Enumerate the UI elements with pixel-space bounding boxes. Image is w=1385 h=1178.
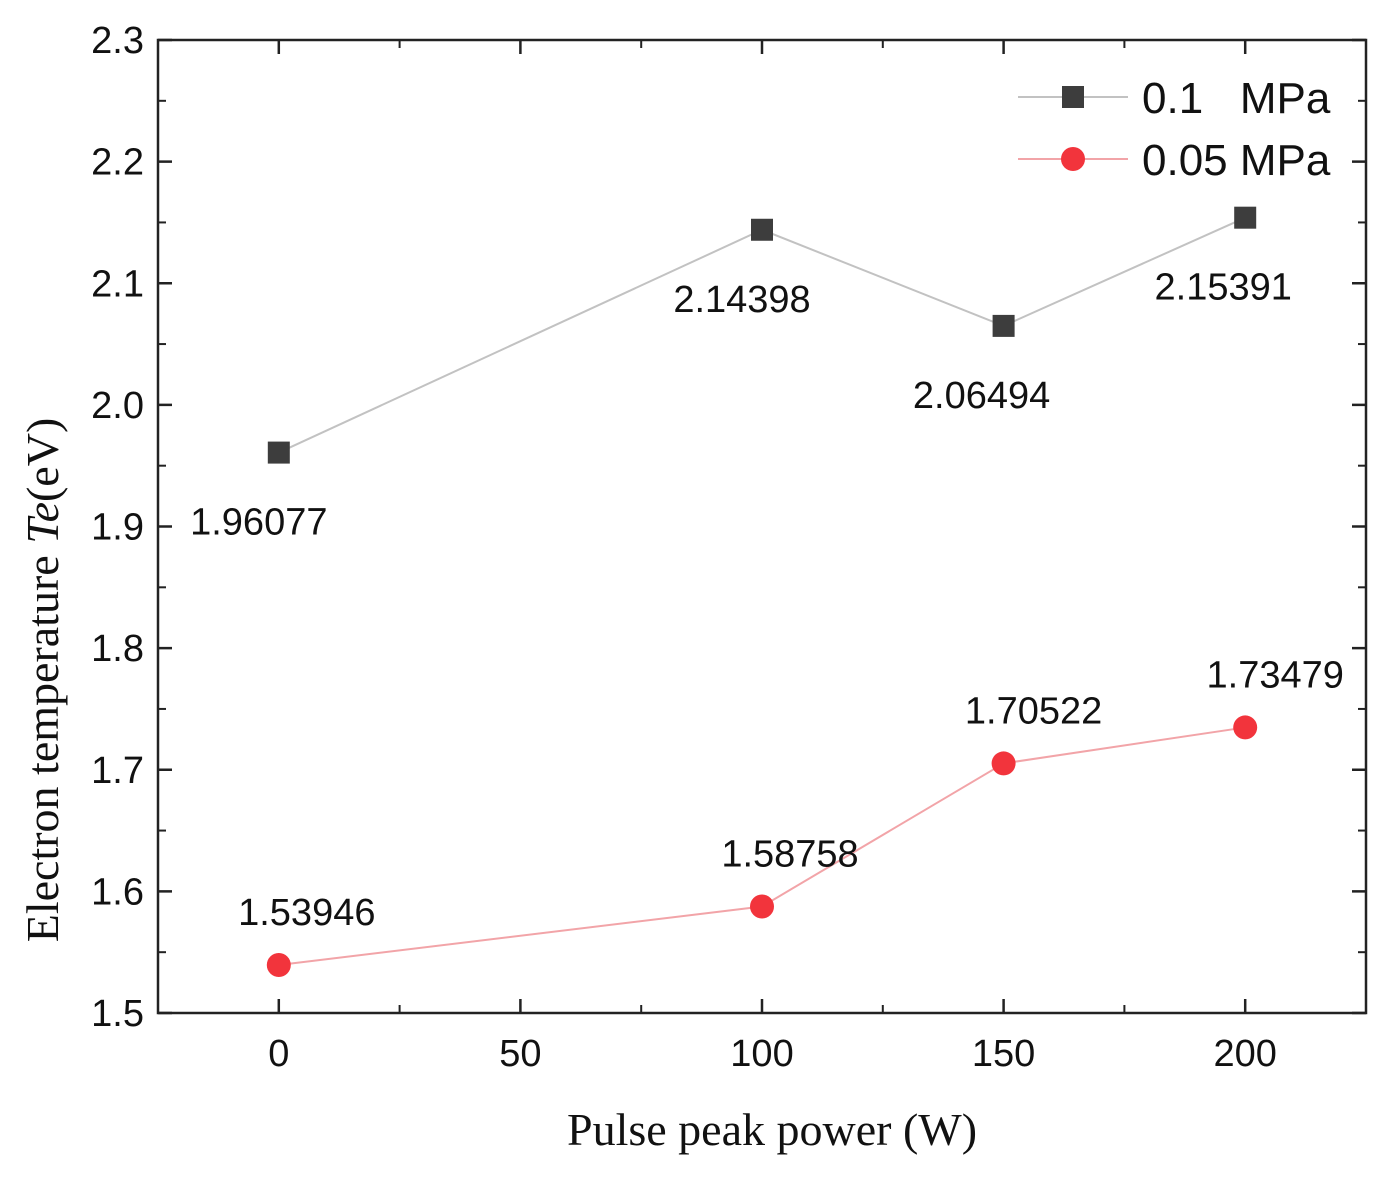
legend-item-1: 0.1 MPa [1018, 74, 1331, 123]
y-tick-label: 1.6 [91, 871, 144, 913]
y-axis-title-italic: Te [17, 502, 68, 544]
series-1: 1.96077 2.14398 2.06494 2.15391 [190, 206, 1292, 544]
data-point-circle [266, 953, 291, 978]
legend-marker-square [1062, 86, 1084, 108]
x-tick-label: 150 [972, 1033, 1035, 1075]
data-point-square [992, 314, 1015, 337]
x-tick-label: 0 [268, 1033, 289, 1075]
data-point-circle [1233, 715, 1258, 740]
x-tick-label: 50 [499, 1033, 541, 1075]
data-point-square [751, 218, 773, 241]
y-axis: 1.5 1.6 1.7 1.8 1.9 2.0 2.1 2.2 2.3 [91, 20, 1366, 1035]
series-line [278, 726, 1246, 966]
data-point-circle [750, 894, 774, 919]
data-label: 1.58758 [721, 833, 858, 875]
data-point-circle [991, 751, 1016, 776]
legend-marker-circle [1061, 147, 1085, 171]
data-label: 1.70522 [965, 690, 1102, 732]
data-label: 2.06494 [913, 375, 1050, 417]
x-axis: 0 50 100 150 200 [268, 40, 1277, 1075]
y-axis-title-suffix: (eV) [17, 418, 68, 502]
x-tick-label: 100 [730, 1033, 793, 1075]
data-label: 1.53946 [238, 892, 375, 934]
y-tick-label: 1.8 [91, 628, 144, 670]
data-point-square [1234, 206, 1257, 229]
data-point-square [267, 441, 290, 464]
y-tick-label: 2.3 [91, 20, 144, 62]
series-line [278, 216, 1246, 454]
legend-item-2: 0.05 MPa [1018, 136, 1331, 185]
x-axis-title: Pulse peak power (W) [567, 1104, 977, 1155]
data-label: 2.15391 [1155, 267, 1292, 309]
y-tick-label: 1.9 [91, 507, 144, 549]
y-tick-label: 2.0 [91, 385, 144, 427]
y-tick-label: 2.1 [91, 263, 144, 305]
series-layer: 1.96077 2.14398 2.06494 2.15391 1.53946 1.587… [190, 206, 1344, 978]
y-tick-label: 2.2 [91, 142, 144, 184]
y-tick-label: 1.7 [91, 750, 144, 792]
y-tick-label: 1.5 [91, 993, 144, 1035]
y-axis-title: Electron temperature Te(eV) [17, 418, 68, 943]
data-label: 2.14398 [673, 279, 810, 321]
legend: 0.1 MPa 0.05 MPa [1018, 74, 1331, 185]
legend-label: 0.1 MPa [1142, 74, 1331, 123]
series-2: 1.53946 1.58758 1.70522 1.73479 [238, 654, 1344, 978]
legend-label: 0.05 MPa [1142, 136, 1331, 185]
data-label: 1.96077 [190, 502, 327, 544]
y-axis-title-prefix: Electron temperature [17, 544, 68, 942]
data-label: 1.73479 [1207, 654, 1344, 696]
x-tick-label: 200 [1213, 1033, 1276, 1075]
